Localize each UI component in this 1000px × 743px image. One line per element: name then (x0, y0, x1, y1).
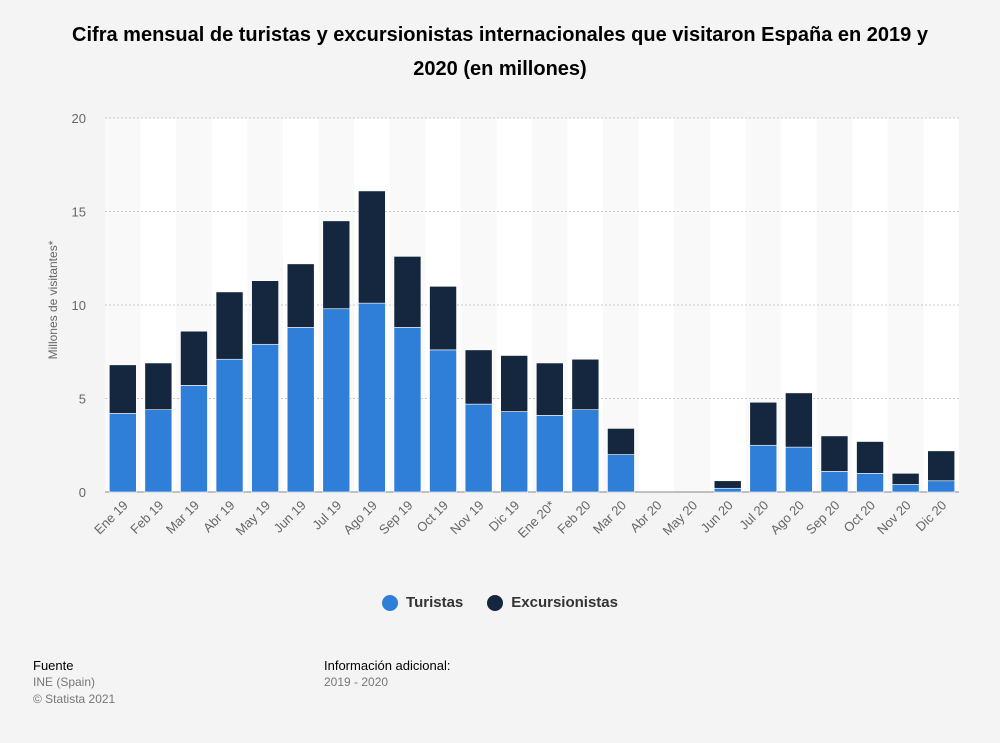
bar-excursionistas (286, 263, 315, 328)
bar-excursionistas (856, 441, 884, 474)
column-band (709, 118, 746, 492)
x-tick-label: Oct 19 (413, 498, 451, 536)
bar-turistas (749, 444, 778, 493)
x-tick-label: Feb 19 (127, 498, 166, 537)
bar-excursionistas (108, 364, 137, 414)
x-tick-label: Mar 19 (163, 498, 202, 537)
bar-excursionistas (215, 291, 244, 360)
y-tick-label: 5 (79, 392, 86, 407)
x-tick-label: Ago 20 (767, 498, 807, 538)
bar-turistas (785, 446, 813, 493)
bar-excursionistas (820, 435, 849, 472)
x-tick-label: Sep 19 (376, 498, 416, 538)
x-tick-label: Dic 20 (913, 498, 950, 535)
bar-turistas (215, 358, 244, 493)
bar-turistas (607, 454, 635, 493)
bar-excursionistas (500, 355, 529, 412)
bar-excursionistas (464, 349, 493, 405)
grid-lines (105, 117, 959, 493)
x-tick-label: Jul 19 (309, 498, 344, 533)
x-tick-label: Mar 20 (590, 498, 629, 537)
info-text: 2019 - 2020 (324, 675, 389, 689)
bar-turistas (535, 415, 564, 493)
bar-excursionistas (713, 480, 742, 489)
bar-turistas (891, 484, 920, 493)
bar-turistas (571, 409, 600, 493)
x-tick-label: Ene 19 (91, 498, 131, 538)
bar-turistas (286, 327, 315, 493)
bar-excursionistas (535, 362, 564, 416)
bar-excursionistas (607, 428, 635, 455)
bars (108, 190, 956, 493)
bar-turistas (251, 343, 279, 493)
bar-turistas (322, 308, 351, 493)
bar-excursionistas (571, 358, 600, 411)
bar-turistas (358, 302, 386, 493)
legend-marker (487, 594, 504, 611)
bar-excursionistas (144, 362, 173, 411)
chart-title: Cifra mensual de turistas y excursionist… (72, 24, 928, 80)
y-tick-label: 0 (79, 485, 86, 500)
legend-item-turistas[interactable]: Turistas (382, 594, 463, 611)
copyright-line: © Statista 2021 (33, 692, 116, 706)
x-tick-label: Abr 20 (627, 498, 665, 536)
source-heading: Fuente (33, 658, 74, 673)
x-tick-label: Ene 20* (515, 498, 558, 541)
x-tick-label: Abr 19 (200, 498, 238, 536)
bar-turistas (464, 403, 493, 493)
bar-excursionistas (358, 190, 386, 304)
source-block: Fuente INE (Spain) © Statista 2021 (33, 657, 115, 708)
x-tick-label: Nov 19 (447, 498, 487, 538)
bar-turistas (144, 409, 173, 493)
y-axis-label: Millones de visitantes* (46, 240, 60, 359)
bar-turistas (856, 472, 884, 493)
bar-excursionistas (891, 472, 920, 485)
x-tick-label: May 19 (232, 498, 273, 539)
legend-label: Excursionistas (511, 594, 618, 611)
bar-turistas (180, 385, 208, 493)
bar-excursionistas (251, 280, 279, 345)
x-tick-label: Oct 20 (840, 498, 878, 536)
bar-turistas (713, 487, 742, 493)
bar-excursionistas (429, 285, 457, 351)
bar-turistas (429, 349, 457, 493)
bar-excursionistas (785, 392, 813, 448)
bar-excursionistas (393, 256, 422, 328)
y-axis-ticks: 0 5 10 15 20 (72, 111, 86, 500)
bar-excursionistas (180, 330, 208, 386)
source-line: INE (Spain) (33, 675, 96, 689)
bar-excursionistas (927, 450, 956, 482)
legend-label: Turistas (406, 594, 464, 611)
legend: Turistas Excursionistas (0, 594, 1000, 611)
legend-marker (382, 594, 399, 611)
bar-turistas (927, 480, 956, 493)
x-tick-label: Nov 20 (874, 498, 914, 538)
y-tick-label: 15 (72, 205, 86, 220)
bar-turistas (820, 471, 849, 493)
info-block: Información adicional: 2019 - 2020 (324, 657, 450, 691)
bar-excursionistas (322, 220, 351, 310)
x-tick-label: Ago 19 (340, 498, 380, 538)
y-tick-label: 10 (72, 298, 86, 313)
legend-item-excursionistas[interactable]: Excursionistas (487, 594, 618, 611)
x-tick-label: Jun 19 (271, 498, 309, 536)
info-heading: Información adicional: (324, 658, 451, 673)
x-tick-label: Jul 20 (736, 498, 771, 533)
column-band (674, 118, 710, 492)
bar-turistas (500, 411, 529, 493)
x-tick-label: Jun 20 (698, 498, 736, 536)
x-tick-label: Sep 20 (803, 498, 843, 538)
bar-turistas (108, 413, 137, 493)
x-tick-label: May 20 (659, 498, 700, 539)
x-tick-label: Feb 20 (554, 498, 593, 537)
bar-turistas (393, 327, 422, 493)
y-tick-label: 20 (72, 111, 86, 126)
bar-excursionistas (749, 401, 778, 446)
column-band (638, 118, 675, 492)
